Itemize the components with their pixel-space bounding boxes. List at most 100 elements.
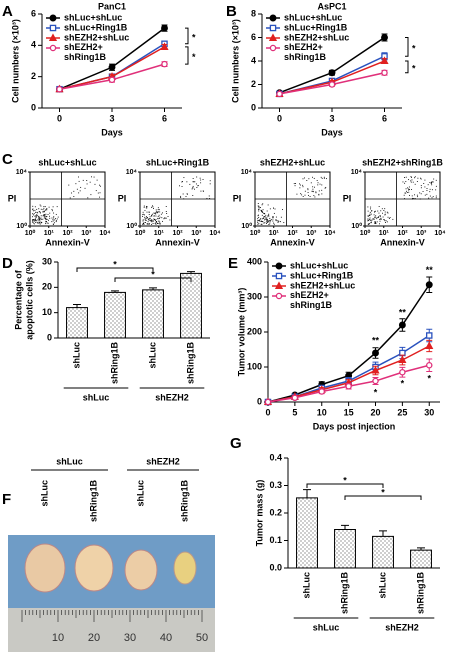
event-dot xyxy=(258,209,260,210)
event-dot xyxy=(272,216,274,218)
x-tick-label: shLuc xyxy=(301,572,311,599)
event-dot xyxy=(40,217,42,219)
event-dot xyxy=(419,192,421,194)
event-dot xyxy=(152,223,154,224)
event-dot xyxy=(367,220,369,221)
event-dot xyxy=(429,188,431,190)
ruler-label: 50 xyxy=(196,632,208,644)
event-dot xyxy=(260,220,262,222)
legend-label: shLuc+Ring1B xyxy=(284,22,348,32)
x-axis-label: Annexin-V xyxy=(45,237,90,247)
event-dot xyxy=(44,217,46,219)
group-label: shLuc xyxy=(83,392,110,402)
event-dot xyxy=(78,176,79,178)
event-dot xyxy=(382,212,383,214)
event-dot xyxy=(191,188,193,190)
tumor-photo xyxy=(8,535,215,652)
y-tick-label: 10⁴ xyxy=(351,169,363,176)
event-dot xyxy=(164,217,166,219)
event-dot xyxy=(387,216,389,218)
event-dot xyxy=(417,177,419,179)
event-dot xyxy=(151,221,153,223)
event-dot xyxy=(411,179,413,181)
event-dot xyxy=(431,181,432,183)
event-dot xyxy=(48,219,49,221)
y-tick-label: 400 xyxy=(247,256,262,266)
group-label: shLuc xyxy=(313,622,340,632)
event-dot xyxy=(156,211,158,213)
event-dot xyxy=(155,212,157,214)
event-dot xyxy=(182,193,184,195)
marker xyxy=(108,76,116,84)
event-dot xyxy=(431,184,433,186)
event-dot xyxy=(380,215,381,217)
event-dot xyxy=(274,208,276,210)
event-dot xyxy=(319,183,321,185)
x-tick-label: 10² xyxy=(172,230,183,237)
event-dot xyxy=(43,211,45,213)
event-dot xyxy=(33,220,35,222)
event-dot xyxy=(82,179,84,181)
event-dot xyxy=(388,218,390,219)
panel-letter: D xyxy=(2,255,13,272)
event-dot xyxy=(43,206,45,208)
event-dot xyxy=(153,212,155,214)
event-dot xyxy=(257,205,259,207)
error-bar xyxy=(417,547,425,551)
event-dot xyxy=(53,216,55,218)
event-dot xyxy=(435,189,437,191)
event-dot xyxy=(380,210,382,212)
event-dot xyxy=(38,215,40,217)
event-dot xyxy=(431,181,433,183)
event-dot xyxy=(146,223,148,225)
event-dot xyxy=(262,217,264,219)
y-tick-label: 10⁴ xyxy=(126,169,138,176)
event-dot xyxy=(33,210,35,212)
marker xyxy=(268,33,278,42)
x-tick-label: shLuc xyxy=(71,342,81,369)
significance-bracket xyxy=(306,483,384,488)
significance-label: * xyxy=(412,43,416,53)
event-dot xyxy=(152,220,154,221)
event-dot xyxy=(145,219,147,221)
y-axis-label: PI xyxy=(233,193,242,203)
event-dot xyxy=(408,191,410,193)
chart-title: shLuc+shLuc xyxy=(38,157,96,167)
event-dot xyxy=(384,211,386,213)
event-dot xyxy=(369,213,371,215)
event-dot xyxy=(145,207,147,209)
event-dot xyxy=(56,218,58,220)
event-dot xyxy=(195,183,197,185)
event-dot xyxy=(154,219,155,221)
event-dot xyxy=(383,210,385,211)
bar xyxy=(334,529,356,569)
marker xyxy=(49,44,57,52)
x-tick-label: 0 xyxy=(277,113,282,123)
event-dot xyxy=(429,195,431,197)
significance-bracket xyxy=(405,60,409,74)
event-dot xyxy=(265,216,267,218)
legend-label: shLuc+Ring1B xyxy=(64,22,128,32)
event-dot xyxy=(209,197,211,199)
event-dot xyxy=(158,220,160,222)
event-dot xyxy=(95,190,97,192)
event-dot xyxy=(197,185,199,187)
marker xyxy=(269,24,277,32)
event-dot xyxy=(420,178,422,180)
event-dot xyxy=(55,213,57,215)
event-dot xyxy=(405,192,407,194)
event-dot xyxy=(321,177,323,179)
event-dot xyxy=(262,203,264,205)
marker xyxy=(425,332,433,339)
event-dot xyxy=(276,219,277,221)
event-dot xyxy=(318,194,320,196)
event-dot xyxy=(299,187,301,189)
ruler-label: 30 xyxy=(124,632,136,644)
event-dot xyxy=(374,221,376,223)
event-dot xyxy=(261,214,263,216)
event-dot xyxy=(374,223,376,225)
event-dot xyxy=(420,187,422,189)
event-dot xyxy=(97,192,99,194)
event-dot xyxy=(420,177,421,179)
event-dot xyxy=(266,223,268,225)
